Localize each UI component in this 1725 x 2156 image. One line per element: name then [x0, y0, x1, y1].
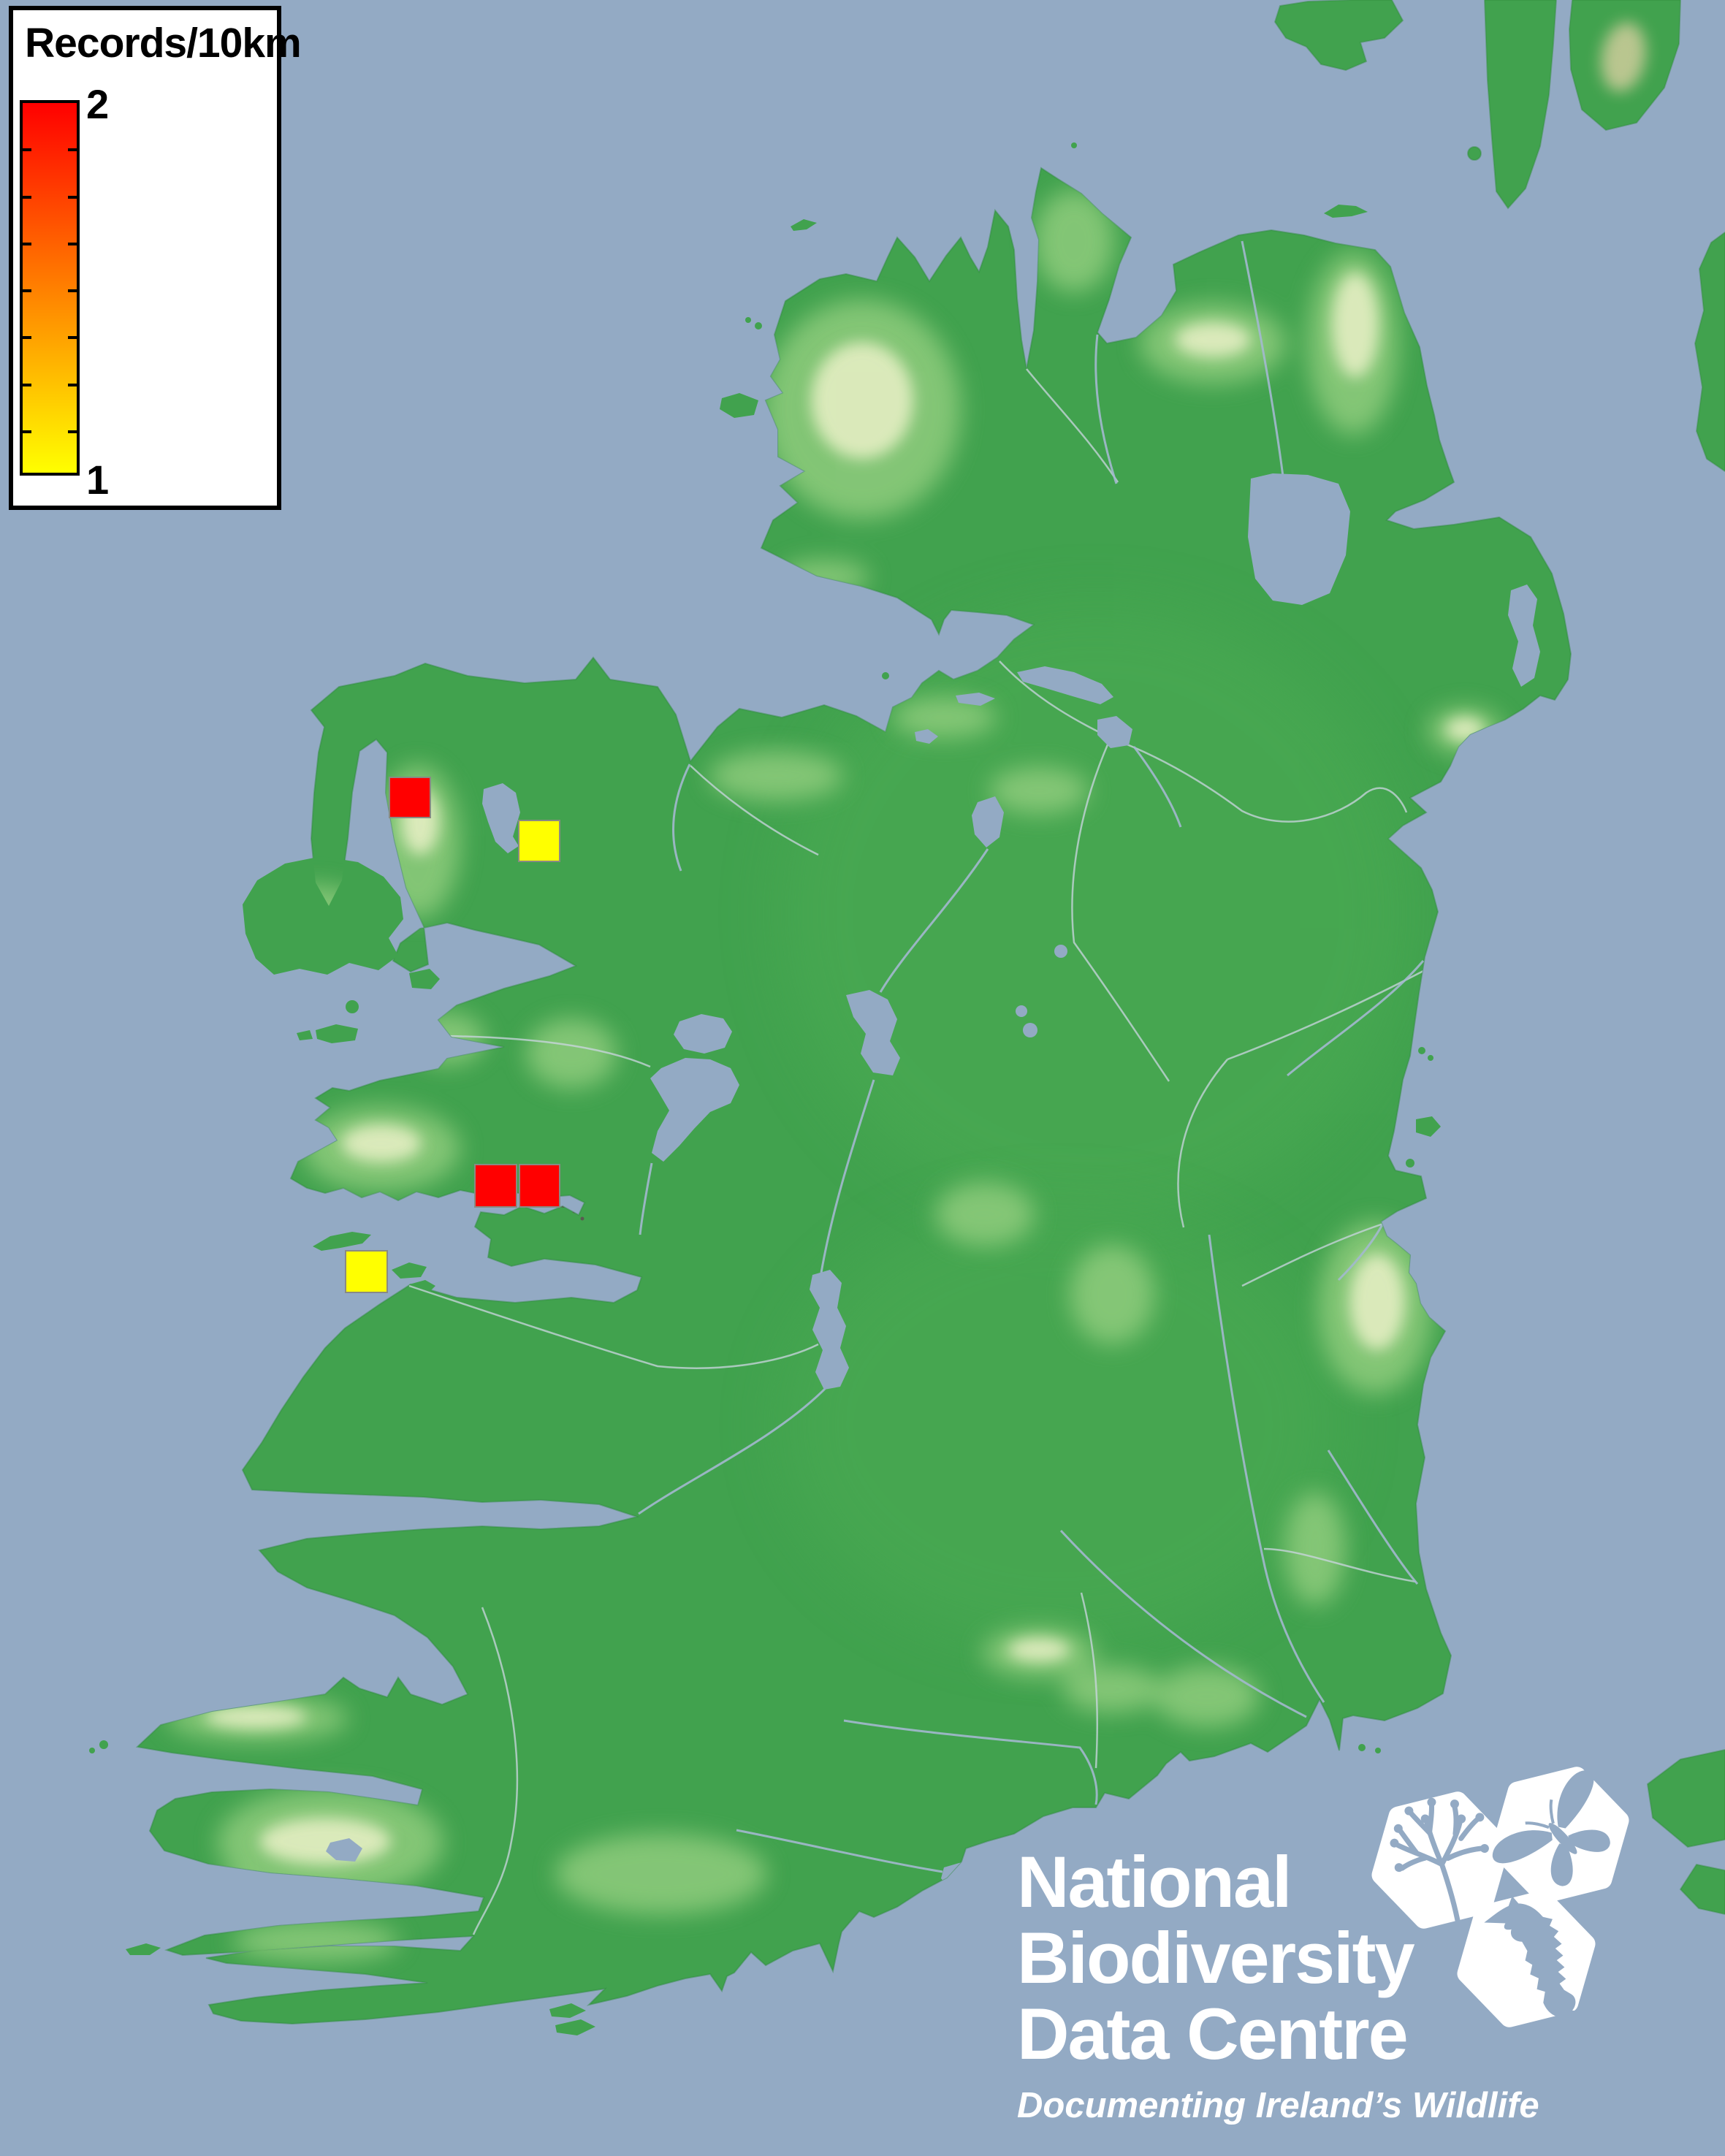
legend-tick — [68, 430, 77, 433]
legend-tick — [68, 289, 77, 292]
nbdc-logo-text: National Biodiversity Data Centre Docume… — [1017, 1844, 1539, 2126]
seahorse-icon — [1484, 1896, 1583, 2031]
tree-icon — [1395, 1802, 1485, 1928]
legend-title: Records/10km — [25, 20, 302, 66]
legend-tick — [23, 148, 31, 151]
butterfly-icon — [1492, 1770, 1610, 1886]
legend-tick — [23, 430, 31, 433]
relief-shading — [166, 190, 1540, 1962]
record-grid-square[interactable] — [518, 820, 560, 862]
legend-min-label: 1 — [86, 457, 110, 503]
nbdc-logo-hexagons — [1353, 1742, 1645, 2049]
butterfly-hexagon — [1473, 1756, 1645, 1919]
legend-tick — [23, 336, 31, 339]
logo-line-3: Data Centre — [1017, 1993, 1409, 2074]
tree-icon-buds — [1390, 1797, 1489, 1873]
record-grid-square[interactable] — [519, 1164, 560, 1208]
logo-line-2: Biodiversity — [1017, 1917, 1415, 1998]
legend-tick — [23, 289, 31, 292]
offshore-islands — [89, 142, 1441, 2035]
record-grid-square[interactable] — [345, 1250, 388, 1293]
legend-tick — [68, 196, 77, 199]
legend-tick — [23, 384, 31, 386]
tree-hexagon — [1366, 1784, 1517, 1940]
logo-line-1: National — [1017, 1841, 1292, 1922]
legend-tick — [68, 148, 77, 151]
lakes — [326, 473, 1540, 1889]
legend-panel: Records/10km 2 1 — [9, 6, 302, 510]
legend-tick — [68, 384, 77, 386]
record-grid-square[interactable] — [474, 1164, 517, 1208]
rivers — [638, 240, 1425, 1873]
legend-tick — [68, 336, 77, 339]
county-boundaries — [408, 368, 1425, 1935]
legend-tick — [23, 196, 31, 199]
legend-max-label: 2 — [86, 81, 110, 127]
seahorse-hexagon — [1451, 1881, 1606, 2049]
legend-tick — [23, 243, 31, 245]
record-grid-square[interactable] — [389, 777, 431, 818]
logo-tagline: Documenting Ireland’s Wildlife — [1017, 2086, 1539, 2125]
legend-gradient-bar — [20, 100, 80, 476]
legend-tick — [68, 243, 77, 245]
